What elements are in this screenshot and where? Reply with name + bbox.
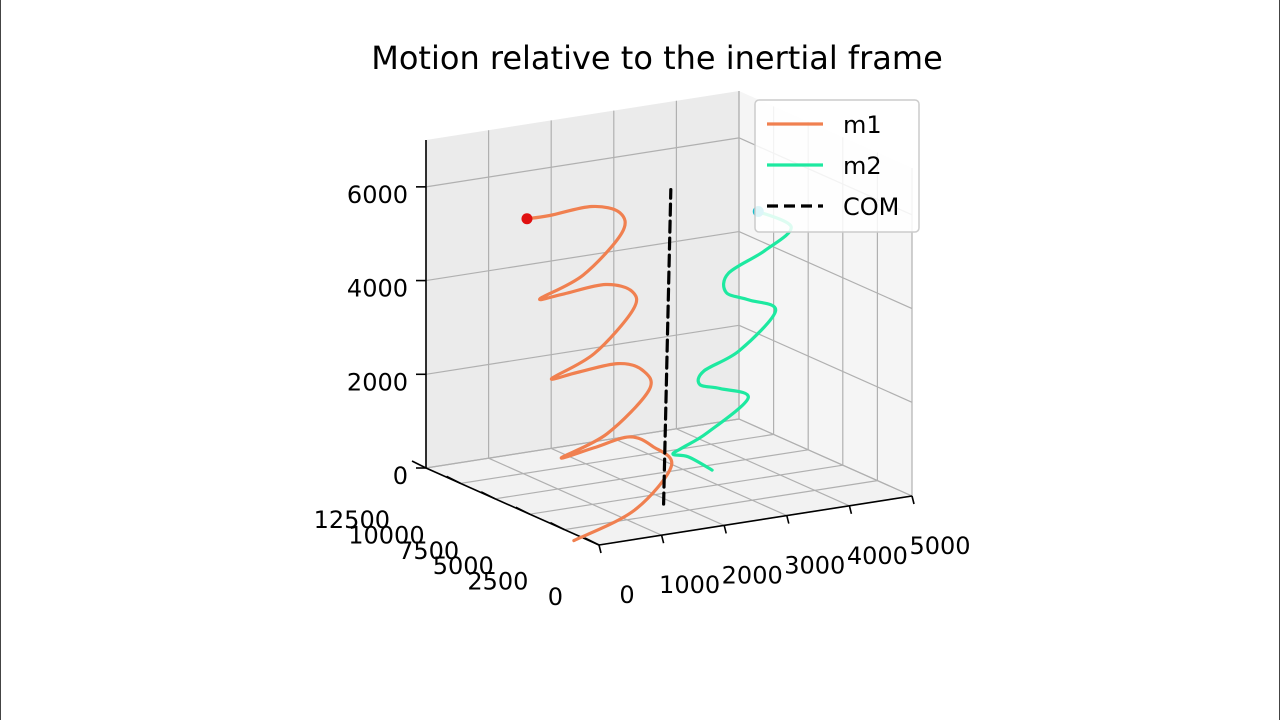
gridline-z-side (738, 418, 913, 497)
x-tick-label: 4000 (847, 542, 908, 570)
gridline-y-floor (529, 464, 843, 515)
x-tick (848, 505, 853, 514)
y-tick (550, 521, 565, 531)
z-tick-label: 4000 (347, 275, 408, 303)
gridline-z-side (738, 231, 913, 310)
legend-label-com: COM (843, 193, 899, 221)
gridline-x-floor (488, 457, 662, 536)
z-tick-label: 2000 (347, 368, 408, 396)
series-layer (521, 188, 793, 543)
y-tick (480, 491, 496, 500)
x-tick (786, 515, 790, 524)
gridline-z-back (425, 137, 740, 188)
gridline-x-floor (550, 447, 725, 526)
y-tick-label: 5000 (433, 552, 494, 580)
x-tick-label: 5000 (909, 532, 970, 560)
series-m1-line (525, 204, 674, 543)
series-m1-end-marker (521, 213, 533, 225)
y-tick (411, 460, 427, 469)
y-tick-label: 10000 (348, 521, 424, 549)
legend-frame (754, 99, 920, 233)
legend: m1 m2 COM (754, 99, 920, 233)
y-tick-label: 12500 (314, 506, 390, 534)
series-m2-line (671, 209, 793, 472)
gridline-y-floor (460, 433, 774, 484)
chart-title: Motion relative to the inertial frame (371, 39, 943, 77)
y-tick-label: 2500 (467, 568, 528, 596)
back-pane-xz (426, 91, 739, 468)
z-tick-label: 6000 (347, 181, 408, 209)
floor-pane (426, 419, 912, 545)
gridline-x-floor (676, 428, 850, 507)
gridline-z-back (425, 418, 740, 469)
gridline-z-back (425, 324, 740, 375)
legend-label-m2: m2 (843, 152, 882, 180)
gridline-z-side (738, 324, 913, 403)
series-com-line (662, 188, 673, 506)
y-tick (584, 537, 600, 546)
x-tick-label: 1000 (659, 571, 720, 599)
x-tick (660, 535, 665, 544)
gridline-x-floor (613, 438, 788, 517)
x-tick (911, 495, 915, 505)
y-tick-label: 7500 (398, 537, 459, 565)
legend-label-m1: m1 (843, 111, 882, 139)
y-tick (446, 475, 461, 485)
x-tick-label: 2000 (722, 561, 783, 589)
gridline-y-floor (495, 449, 809, 500)
x-tick-label: 0 (619, 581, 634, 609)
gridline-z-back (425, 230, 740, 282)
x-tick-label: 3000 (784, 552, 845, 580)
z-tick-label: 0 (393, 462, 408, 490)
y-tick-label: 0 (548, 583, 563, 611)
y-tick (515, 506, 531, 515)
x-tick (723, 525, 727, 534)
x-axis-line (598, 495, 913, 546)
x-tick (598, 544, 602, 554)
tick-labels: 0 1000 2000 3000 4000 50000250050007500100001… (314, 181, 971, 611)
